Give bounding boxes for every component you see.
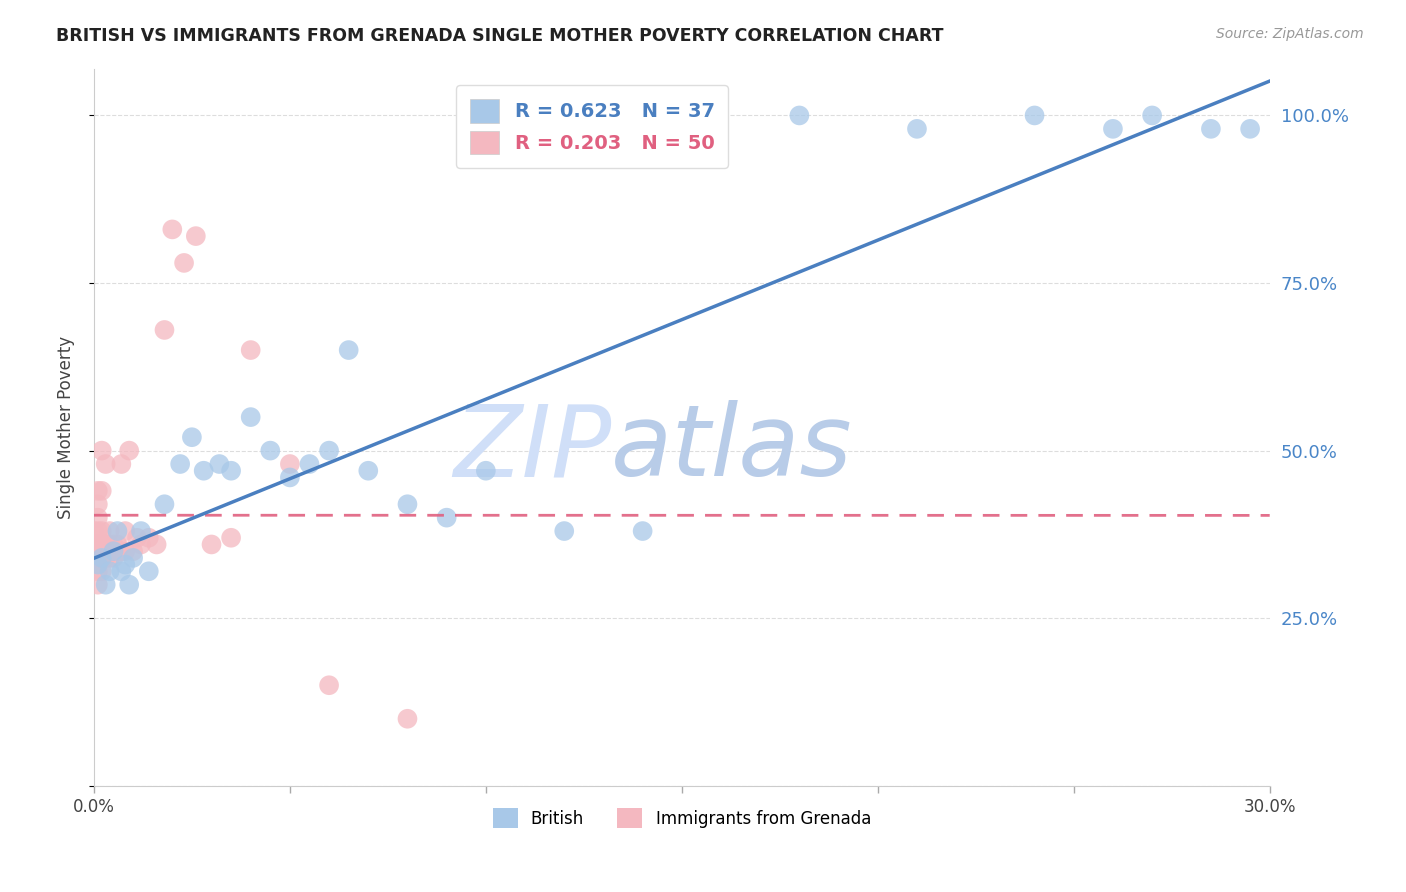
Point xyxy=(278,470,301,484)
Point xyxy=(173,256,195,270)
Point xyxy=(94,577,117,591)
Point xyxy=(1102,121,1125,136)
Point xyxy=(114,544,136,558)
Point xyxy=(357,464,380,478)
Point xyxy=(87,558,110,572)
Text: atlas: atlas xyxy=(612,401,853,497)
Text: BRITISH VS IMMIGRANTS FROM GRENADA SINGLE MOTHER POVERTY CORRELATION CHART: BRITISH VS IMMIGRANTS FROM GRENADA SINGL… xyxy=(56,27,943,45)
Point xyxy=(1140,108,1163,122)
Point xyxy=(90,524,112,538)
Point xyxy=(153,497,176,511)
Point xyxy=(239,410,262,425)
Point xyxy=(110,564,132,578)
Point xyxy=(87,558,110,572)
Point xyxy=(98,524,121,538)
Point xyxy=(193,464,215,478)
Point xyxy=(87,577,110,591)
Point xyxy=(94,550,117,565)
Point xyxy=(129,524,152,538)
Point xyxy=(219,464,242,478)
Point xyxy=(110,457,132,471)
Point xyxy=(114,558,136,572)
Y-axis label: Single Mother Poverty: Single Mother Poverty xyxy=(58,335,75,519)
Point xyxy=(1199,121,1222,136)
Point xyxy=(87,510,110,524)
Text: Source: ZipAtlas.com: Source: ZipAtlas.com xyxy=(1216,27,1364,41)
Point xyxy=(87,483,110,498)
Point xyxy=(118,443,141,458)
Point xyxy=(200,537,222,551)
Point xyxy=(318,678,340,692)
Point xyxy=(122,544,145,558)
Point xyxy=(789,108,811,122)
Point xyxy=(107,537,129,551)
Point xyxy=(129,537,152,551)
Point xyxy=(90,550,112,565)
Point xyxy=(298,457,321,471)
Text: ZIP: ZIP xyxy=(453,401,612,497)
Point xyxy=(145,537,167,551)
Point xyxy=(219,531,242,545)
Point xyxy=(162,222,184,236)
Point xyxy=(122,550,145,565)
Point xyxy=(110,544,132,558)
Point xyxy=(337,343,360,357)
Point xyxy=(169,457,191,471)
Point xyxy=(553,524,575,538)
Point xyxy=(107,524,129,538)
Point xyxy=(103,544,125,558)
Point xyxy=(278,457,301,471)
Point xyxy=(94,537,117,551)
Point xyxy=(90,537,112,551)
Point xyxy=(98,564,121,578)
Point xyxy=(475,464,498,478)
Point xyxy=(87,524,110,538)
Point xyxy=(107,544,129,558)
Point xyxy=(90,564,112,578)
Point xyxy=(87,564,110,578)
Point xyxy=(318,443,340,458)
Point xyxy=(98,537,121,551)
Point xyxy=(94,544,117,558)
Point xyxy=(103,550,125,565)
Point xyxy=(436,510,458,524)
Point xyxy=(259,443,281,458)
Point xyxy=(180,430,202,444)
Point xyxy=(138,531,160,545)
Point xyxy=(83,537,105,551)
Point xyxy=(94,457,117,471)
Point xyxy=(90,544,112,558)
Point xyxy=(90,550,112,565)
Point xyxy=(396,712,419,726)
Point xyxy=(184,229,207,244)
Point xyxy=(87,497,110,511)
Point xyxy=(208,457,231,471)
Point xyxy=(83,524,105,538)
Point xyxy=(153,323,176,337)
Point xyxy=(87,544,110,558)
Point xyxy=(905,121,928,136)
Point xyxy=(90,483,112,498)
Legend: British, Immigrants from Grenada: British, Immigrants from Grenada xyxy=(486,801,877,835)
Point xyxy=(1024,108,1046,122)
Point xyxy=(396,497,419,511)
Point xyxy=(114,524,136,538)
Point xyxy=(90,443,112,458)
Point xyxy=(103,537,125,551)
Point xyxy=(125,531,148,545)
Point xyxy=(83,550,105,565)
Point xyxy=(98,550,121,565)
Point xyxy=(239,343,262,357)
Point xyxy=(87,537,110,551)
Point xyxy=(1239,121,1261,136)
Point xyxy=(138,564,160,578)
Point xyxy=(118,577,141,591)
Point xyxy=(631,524,654,538)
